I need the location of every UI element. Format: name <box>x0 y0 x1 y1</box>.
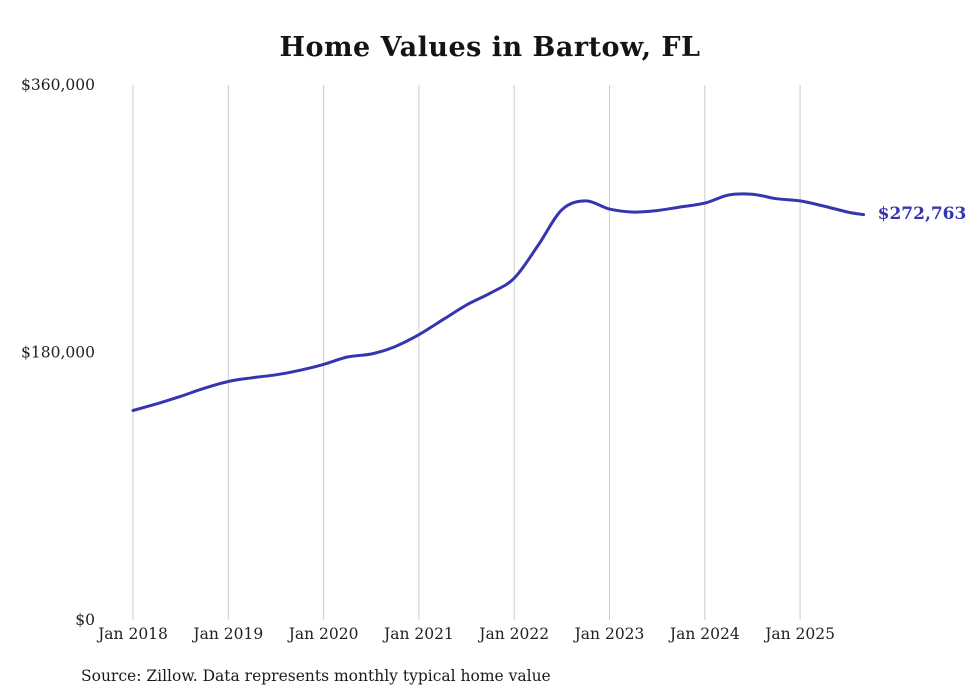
x-axis-tick-label: Jan 2022 <box>477 625 549 643</box>
x-axis-tick-label: Jan 2019 <box>191 625 263 643</box>
home-value-line <box>131 192 866 412</box>
latest-value-label: $272,763 <box>877 203 967 224</box>
x-axis-tick-label: Jan 2024 <box>668 625 740 643</box>
x-axis-tick-label: Jan 2025 <box>763 625 835 643</box>
y-axis-tick-label: $360,000 <box>21 76 95 94</box>
source-note: Source: Zillow. Data represents monthly … <box>81 667 551 685</box>
chart-title: Home Values in Bartow, FL <box>279 32 701 63</box>
x-axis-tick-label: Jan 2021 <box>382 625 454 643</box>
x-axis-tick-label: Jan 2020 <box>287 625 359 643</box>
x-axis-tick-label: Jan 2018 <box>96 625 168 643</box>
x-axis-tick-label: Jan 2023 <box>573 625 645 643</box>
y-axis-tick-label: $180,000 <box>21 344 95 362</box>
y-axis-tick-label: $0 <box>75 611 95 629</box>
